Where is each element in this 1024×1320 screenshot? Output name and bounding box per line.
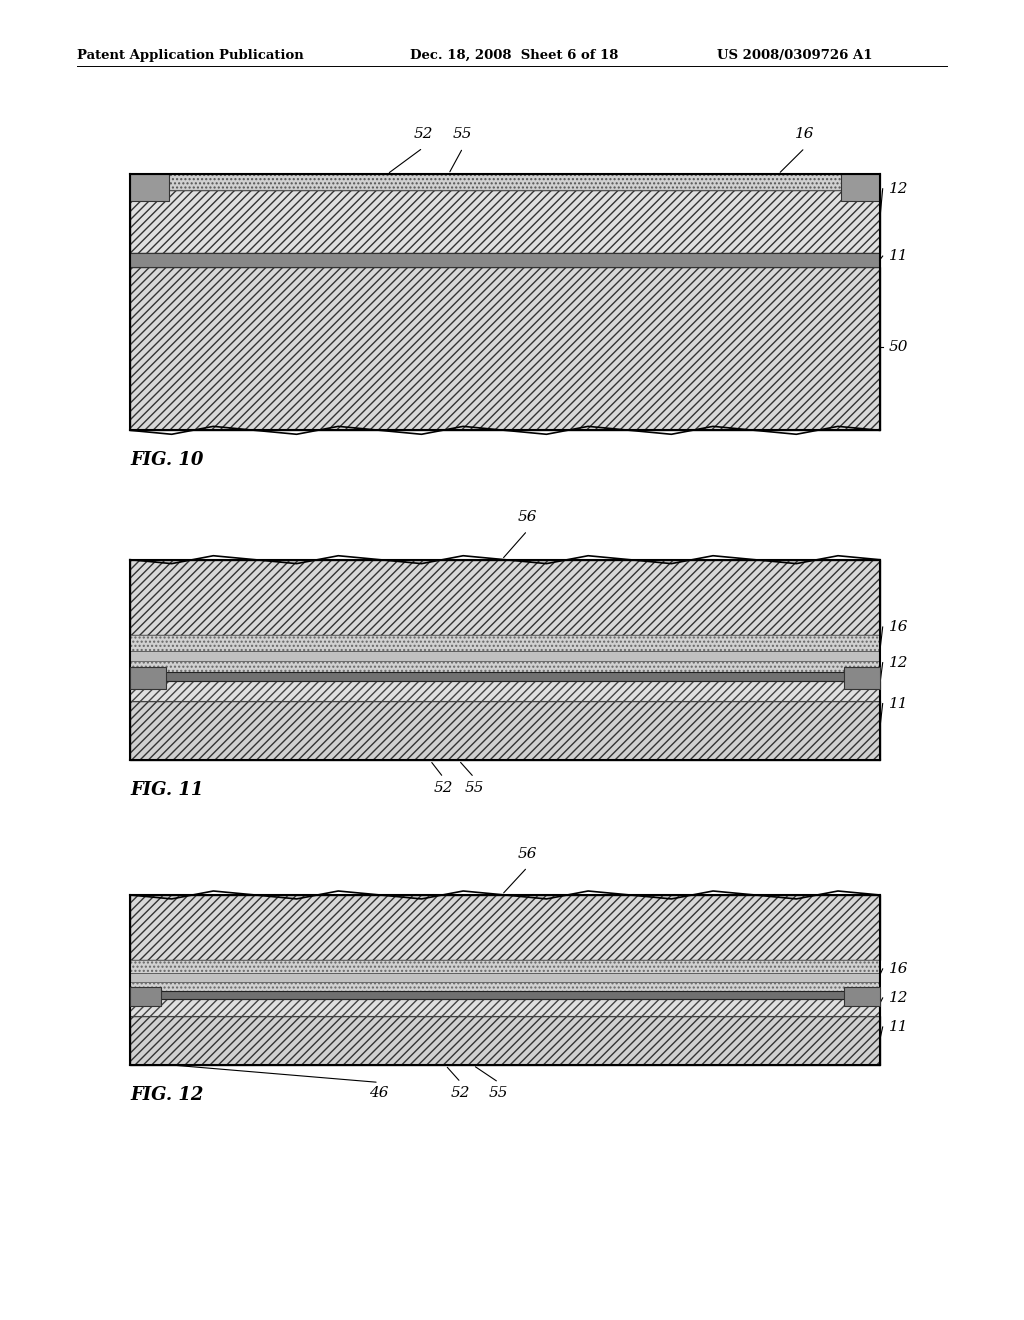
Bar <box>130 973 880 982</box>
Text: 46: 46 <box>369 1086 389 1101</box>
Bar <box>130 999 880 1016</box>
Text: FIG. 11: FIG. 11 <box>130 781 204 800</box>
Text: FIG. 12: FIG. 12 <box>130 1086 204 1105</box>
Bar <box>130 267 880 430</box>
Bar <box>130 667 166 689</box>
Bar <box>130 987 161 1006</box>
Bar <box>130 651 880 661</box>
Text: Dec. 18, 2008  Sheet 6 of 18: Dec. 18, 2008 Sheet 6 of 18 <box>410 49 617 62</box>
Text: 52: 52 <box>433 781 454 796</box>
Bar <box>140 991 869 999</box>
Text: 52: 52 <box>451 1086 471 1101</box>
Bar <box>844 667 880 689</box>
Bar <box>130 174 880 190</box>
Text: 12: 12 <box>889 182 908 195</box>
Text: 55: 55 <box>464 781 484 796</box>
Bar <box>130 174 169 201</box>
Text: Patent Application Publication: Patent Application Publication <box>77 49 303 62</box>
Text: 55: 55 <box>453 127 473 141</box>
Bar <box>130 1016 880 1065</box>
Text: US 2008/0309726 A1: US 2008/0309726 A1 <box>717 49 872 62</box>
Bar <box>140 672 869 681</box>
Text: 52: 52 <box>413 127 433 141</box>
Bar <box>130 681 880 701</box>
Bar <box>130 560 880 635</box>
Bar <box>130 661 880 672</box>
Text: 16: 16 <box>889 620 908 634</box>
Bar <box>130 895 880 960</box>
Bar <box>844 987 880 1006</box>
Text: 55: 55 <box>488 1086 509 1101</box>
Text: 16: 16 <box>795 127 815 141</box>
Bar <box>130 701 880 760</box>
Bar <box>130 635 880 651</box>
Bar <box>841 174 880 201</box>
Text: 11: 11 <box>889 697 908 710</box>
Text: FIG. 10: FIG. 10 <box>130 451 204 470</box>
Text: 56: 56 <box>517 510 538 524</box>
Text: 12: 12 <box>889 656 908 669</box>
Bar <box>130 253 880 267</box>
Bar <box>130 960 880 973</box>
Text: 50: 50 <box>889 341 908 354</box>
Text: 12: 12 <box>889 991 908 1005</box>
Text: 11: 11 <box>889 1020 908 1034</box>
Text: 11: 11 <box>889 249 908 263</box>
Bar <box>130 982 880 991</box>
Bar <box>130 190 880 253</box>
Text: 56: 56 <box>517 846 538 861</box>
Text: 16: 16 <box>889 962 908 975</box>
